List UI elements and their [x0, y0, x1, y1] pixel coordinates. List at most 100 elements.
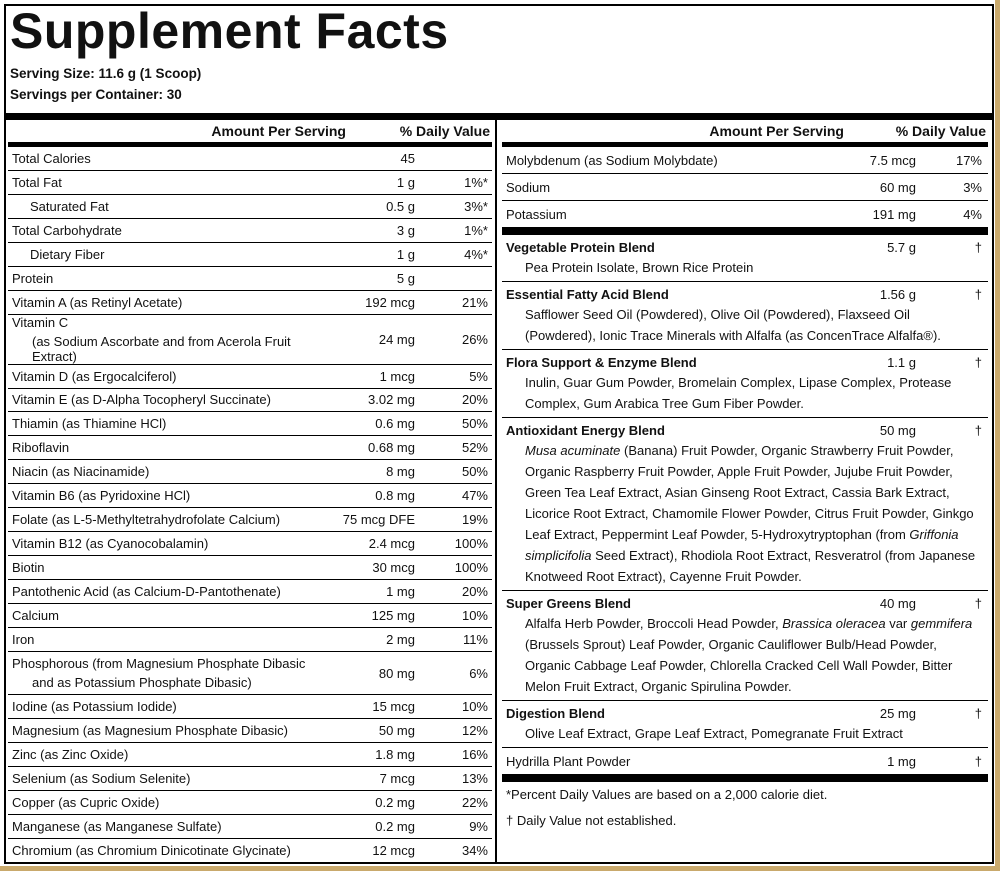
- nutrient-row: Riboflavin 0.68 mg 52%: [8, 436, 492, 461]
- daily-value: 4%*: [464, 246, 488, 262]
- daily-value: †: [974, 287, 982, 302]
- amount: 1.8 mg: [375, 747, 415, 763]
- nutrient-row: Manganese (as Manganese Sulfate) 0.2 mg 9%: [8, 815, 492, 839]
- daily-value: 50%: [461, 464, 488, 480]
- amount: 75 mcg DFE: [342, 512, 415, 528]
- nutrient-cell: Calcium: [8, 608, 315, 623]
- nutrient-row: Vitamin D (as Ergocalciferol) 1 mcg 5%: [8, 365, 492, 389]
- amount: 1 mg: [386, 583, 415, 599]
- daily-value: 6%: [469, 665, 488, 681]
- amount: 1 mcg: [379, 368, 415, 384]
- daily-value: 20%: [461, 392, 488, 408]
- ingredient-text: Inulin, Guar Gum Powder, Bromelain Compl…: [525, 375, 952, 411]
- nutrient-cell: Chromium (as Chromium Dinicotinate Glyci…: [8, 843, 315, 858]
- nutrient-row: Saturated Fat 0.5 g 3%*: [8, 195, 492, 219]
- nutrient-name: Saturated Fat: [30, 198, 109, 214]
- daily-value: 3%*: [464, 198, 488, 214]
- amount: 0.2 mg: [375, 818, 415, 834]
- nutrient-cell: Niacin (as Niacinamide): [8, 464, 315, 479]
- amount: 2 mg: [386, 631, 415, 647]
- nutrient-cell: Riboflavin: [8, 440, 315, 455]
- daily-value: 13%: [461, 771, 488, 787]
- ingredient-text: Seed Extract), Rhodiola Root Extract, Re…: [525, 548, 976, 584]
- blend-ingredients: Musa acuminate (Banana) Fruit Powder, Or…: [502, 440, 988, 587]
- nutrient-row: Iodine (as Potassium Iodide) 15 mcg 10%: [8, 695, 492, 720]
- label-box: [4, 4, 994, 864]
- daily-value: †: [974, 753, 982, 769]
- left-panel: Amount Per Serving % Daily Value Total C…: [8, 120, 492, 862]
- nutrient-row: Pantothenic Acid (as Calcium-D-Pantothen…: [8, 580, 492, 604]
- nutrient-name: Protein: [12, 270, 54, 286]
- nutrient-name: Total Carbohydrate: [12, 222, 122, 238]
- ingredient-text: var: [885, 616, 911, 631]
- nutrient-name: Dietary Fiber: [30, 246, 105, 262]
- amount: 1.56 g: [879, 287, 916, 302]
- daily-value: 16%: [461, 747, 488, 763]
- header-amount: Amount Per Serving: [709, 123, 844, 139]
- nutrient-row: Total Calories 45: [8, 147, 492, 171]
- amount: 7.5 mcg: [869, 152, 916, 168]
- nutrient-cell: Total Calories: [8, 151, 315, 166]
- footnote: *Percent Daily Values are based on a 2,0…: [506, 787, 828, 802]
- nutrient-name: Phosphorous (from Magnesium Phosphate Di…: [12, 656, 306, 672]
- nutrient-row: Selenium (as Sodium Selenite) 7 mcg 13%: [8, 767, 492, 792]
- nutrient-row: Magnesium (as Magnesium Phosphate Dibasi…: [8, 719, 492, 744]
- nutrient-cell: Manganese (as Manganese Sulfate): [8, 819, 315, 834]
- divider-bar: [502, 775, 988, 782]
- daily-value: 3%: [963, 179, 982, 195]
- ingredient-text: (Banana) Fruit Powder, Organic Strawberr…: [525, 443, 974, 542]
- blend-header: Essential Fatty Acid Blend 1.56 g †: [502, 285, 988, 304]
- amount: 5.7 g: [887, 240, 916, 255]
- blend-name: Essential Fatty Acid Blend: [506, 287, 669, 302]
- nutrient-name: Calcium: [12, 607, 59, 623]
- nutrient-cell: Biotin: [8, 560, 315, 575]
- nutrient-row: Vitamin C (as Sodium Ascorbate and from A…: [8, 315, 492, 365]
- blend-header: Vegetable Protein Blend 5.7 g †: [502, 238, 988, 257]
- nutrient-cell: Phosphorous (from Magnesium Phosphate Di…: [8, 656, 315, 690]
- amount: 1 g: [396, 246, 415, 262]
- daily-value: †: [974, 355, 982, 370]
- nutrient-source: and as Potassium Phosphate Dibasic): [32, 675, 252, 691]
- nutrient-cell: Pantothenic Acid (as Calcium-D-Pantothen…: [8, 584, 315, 599]
- daily-value: 9%: [469, 818, 488, 834]
- title: Supplement Facts: [10, 3, 449, 59]
- table-header: Amount Per Serving % Daily Value: [502, 120, 988, 147]
- servings-per-container: Servings per Container: 30: [10, 87, 182, 102]
- nutrient-name: Vitamin D (as Ergocalciferol): [12, 368, 177, 384]
- amount: 1.1 g: [887, 355, 916, 370]
- nutrient-row: Dietary Fiber 1 g 4%*: [8, 243, 492, 267]
- divider-bar: [4, 113, 994, 120]
- nutrient-cell: Saturated Fat: [8, 199, 315, 214]
- blend-header: Antioxidant Energy Blend 50 mg †: [502, 421, 988, 440]
- nutrient-name: Iron: [12, 631, 35, 647]
- nutrient-cell: Vitamin A (as Retinyl Acetate): [8, 295, 315, 310]
- nutrient-name: Vitamin C: [12, 314, 69, 330]
- amount: 191 mg: [872, 206, 916, 222]
- blend: Vegetable Protein Blend 5.7 g † Pea Protein…: [502, 235, 988, 282]
- amount: 12 mcg: [372, 842, 415, 858]
- amount: 5 g: [396, 270, 415, 286]
- amount: 2.4 mcg: [368, 536, 415, 552]
- footnote: † Daily Value not established.: [506, 813, 677, 828]
- daily-value: 17%: [955, 152, 982, 168]
- amount: 3 g: [396, 222, 415, 238]
- nutrient-cell: Iodine (as Potassium Iodide): [8, 699, 315, 714]
- nutrient-name: Biotin: [12, 560, 45, 576]
- daily-value: 52%: [461, 440, 488, 456]
- amount: 80 mg: [378, 665, 415, 681]
- amount: 45: [400, 150, 415, 166]
- nutrient-row: Copper (as Cupric Oxide) 0.2 mg 22%: [8, 791, 492, 815]
- blend-header: Super Greens Blend 40 mg †: [502, 594, 988, 613]
- amount: 1 g: [396, 174, 415, 190]
- daily-value: 5%: [469, 368, 488, 384]
- nutrient-row: Chromium (as Chromium Dinicotinate Glyci…: [8, 839, 492, 862]
- daily-value: †: [974, 240, 982, 255]
- daily-value: 21%: [461, 294, 488, 310]
- blend-header: Flora Support & Enzyme Blend 1.1 g †: [502, 353, 988, 372]
- nutrient-row: Niacin (as Niacinamide) 8 mg 50%: [8, 460, 492, 485]
- nutrient-cell: Vitamin C (as Sodium Ascorbate and from A…: [8, 315, 315, 364]
- ingredient-text: Musa acuminate: [525, 443, 621, 458]
- nutrient-row: Potassium 191 mg 4%: [502, 201, 988, 228]
